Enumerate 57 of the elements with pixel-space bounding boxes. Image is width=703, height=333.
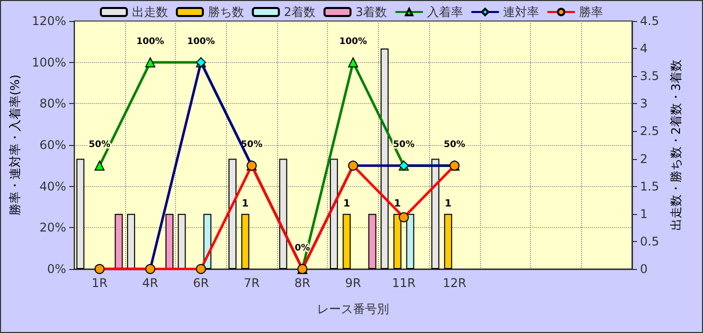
bar: [114, 214, 123, 269]
data-label: 100%: [187, 36, 215, 47]
y-tick-label: 80%: [40, 96, 66, 111]
bar: [279, 158, 288, 269]
y-tick-label: 40%: [40, 179, 66, 194]
y2-tick-label: 0.5: [640, 234, 660, 248]
bar: [330, 158, 338, 269]
legend-label: 3着数: [356, 5, 388, 19]
bar: [342, 214, 351, 269]
x-tick-label: 1R: [92, 276, 108, 290]
data-label: 1: [343, 198, 350, 210]
y2-tick-label: 0: [640, 262, 648, 276]
bar: [165, 214, 174, 269]
bar: [228, 158, 236, 269]
bar: [368, 214, 376, 269]
y-tick-label: 0%: [47, 262, 66, 276]
data-label: 50%: [444, 140, 466, 150]
x-tick-label: 9R: [345, 276, 362, 290]
y-tick-label: 120%: [32, 14, 66, 28]
y2-tick-label: 4.5: [640, 14, 660, 28]
y2-tick-label: 1.5: [640, 179, 660, 194]
y2-tick-label: 3: [640, 96, 648, 111]
data-label: 1: [394, 198, 401, 210]
y-tick-label: 20%: [40, 220, 66, 235]
bar: [380, 48, 389, 269]
x-tick-label: 11R: [392, 276, 416, 290]
legend-label: 入着率: [427, 5, 464, 19]
bar: [178, 214, 186, 269]
y2-tick-label: 1: [640, 206, 648, 221]
y-tick-label: 60%: [40, 138, 66, 152]
y2-axis-title: 出走数・勝ち数・2着数・3着数: [668, 59, 683, 231]
y2-tick-label: 3.5: [640, 69, 660, 84]
legend-label: 出走数: [132, 5, 168, 19]
bar: [444, 214, 452, 269]
legend-label: 勝ち数: [208, 5, 244, 19]
legend-label: 2着数: [284, 5, 316, 19]
legend-label: 勝率: [579, 5, 604, 19]
x-tick-label: 12R: [442, 276, 466, 290]
x-tick-label: 8R: [294, 276, 310, 290]
bar: [76, 158, 84, 269]
x-tick-label: 6R: [192, 276, 209, 290]
x-tick-label: 7R: [244, 276, 260, 290]
y-tick-label: 100%: [32, 55, 66, 70]
data-label: 100%: [339, 36, 368, 47]
data-label: 1: [444, 198, 452, 210]
bar: [127, 214, 136, 269]
y-axis-title: 勝率・連対率・入着率(%): [8, 74, 22, 216]
data-label: 1: [242, 198, 249, 210]
y2-tick-label: 4: [640, 42, 648, 56]
data-label: 100%: [136, 36, 164, 47]
bar: [241, 214, 250, 269]
y2-tick-label: 2.5: [640, 124, 660, 138]
bar: [431, 158, 440, 269]
y2-tick-label: 2: [640, 152, 648, 166]
x-tick-label: 4R: [142, 276, 158, 290]
x-axis-title: レース番号別: [317, 302, 390, 316]
legend-label: 連対率: [503, 5, 540, 19]
